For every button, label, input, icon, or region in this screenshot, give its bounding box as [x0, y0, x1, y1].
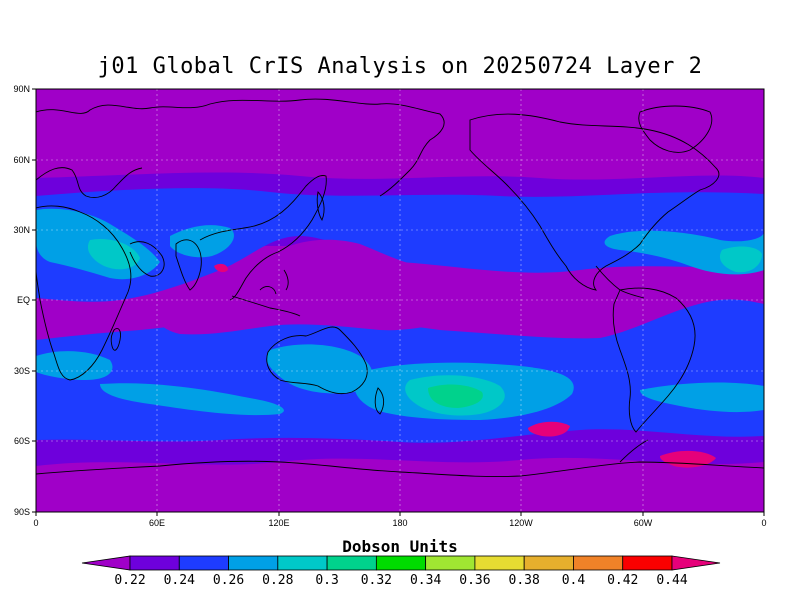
graticule: [36, 89, 764, 512]
colorbar-swatch: [622, 555, 673, 571]
coast-eurasia: [36, 98, 445, 197]
field-lightblue-south-indian: [100, 383, 284, 416]
colorbar-swatch: [474, 555, 525, 571]
field-lightblue-south-atlantic: [640, 382, 764, 413]
colorbar-tick-label: 0.34: [410, 573, 441, 588]
colorbar-swatch: [277, 555, 328, 571]
coast-arabia: [129, 241, 165, 277]
lon-label-60e: 60E: [149, 518, 165, 528]
colorbar-swatch: [425, 555, 476, 571]
colorbar-min-arrow: [81, 555, 131, 571]
lon-label-180: 180: [392, 518, 407, 528]
colorbar-swatch: [326, 555, 377, 571]
field-cyan-sahara: [87, 238, 140, 270]
coast-south-america: [612, 287, 696, 433]
lon-labels: 0 60E 120E 180 120W 60W 0: [33, 518, 766, 528]
coast-madagascar: [110, 328, 121, 351]
colorbar-swatch: [375, 555, 427, 571]
colorbar: 0.22 0.24 0.26 0.28 0.3 0.32 0.34 0.36 0.38 0.4 0.…: [81, 555, 721, 588]
lon-label-0w: 0: [33, 518, 38, 528]
lat-label-30s: 30S: [14, 366, 30, 376]
coast-east-asia: [199, 175, 327, 301]
coast-africa: [36, 205, 132, 381]
colorbar-tick-label: 0.24: [164, 573, 195, 588]
colorbar-tick-label: 0.28: [262, 573, 293, 588]
coast-australia: [266, 326, 368, 395]
lon-label-120e: 120E: [268, 518, 289, 528]
lon-label-0e: 0: [761, 518, 766, 528]
coast-new-zealand: [374, 387, 385, 415]
colorbar-tick-label: 0.38: [509, 573, 540, 588]
colorbar-tick-label: 0.22: [114, 573, 145, 588]
field-pink-antarctic-east: [660, 450, 716, 468]
lat-labels: 90N 60N 30N EQ 30S 60S 90S: [13, 84, 30, 517]
colorbar-title: Dobson Units: [342, 537, 458, 556]
field-lightblue-australia: [266, 344, 373, 394]
lat-label-90n: 90N: [13, 84, 30, 94]
lon-label-60w: 60W: [634, 518, 653, 528]
tick-marks: [32, 88, 765, 516]
field-green-core: [428, 384, 483, 408]
coast-india: [175, 239, 202, 291]
lat-label-30n: 30N: [13, 225, 30, 235]
colorbar-swatch: [573, 555, 624, 571]
colorbar-swatch: [129, 555, 180, 571]
coastlines: [36, 98, 764, 477]
colorbar-tick-label: 0.3: [315, 573, 338, 588]
colorbar-tick-label: 0.32: [361, 573, 392, 588]
colorbar-tick-label: 0.42: [607, 573, 638, 588]
lon-label-120w: 120W: [509, 518, 533, 528]
colorbar-tick-label: 0.26: [213, 573, 244, 588]
field-cyan-atlantic: [719, 246, 762, 273]
coast-indonesia: [231, 269, 301, 317]
field-pink-north: [214, 263, 228, 273]
map-title: j01 Global CrIS Analysis on 20250724 Lay…: [97, 54, 703, 79]
colorbar-swatch: [523, 555, 574, 571]
colorbar-tick-label: 0.4: [562, 573, 586, 588]
colorbar-tick-label: 0.44: [656, 573, 687, 588]
colorbar-max-arrow: [671, 555, 721, 571]
coast-antarctica: [36, 460, 764, 477]
colorbar-swatch: [178, 555, 229, 571]
coast-japan: [316, 191, 325, 221]
coast-antarctic-peninsula: [619, 439, 649, 463]
colorbar-tick-label: 0.36: [459, 573, 490, 588]
field-pink-antarctic: [528, 421, 570, 437]
lat-label-eq: EQ: [17, 295, 30, 305]
colorbar-swatch: [228, 555, 279, 571]
ozone-field: [36, 89, 764, 512]
coast-greenland: [638, 105, 713, 153]
coast-europe: [36, 167, 143, 198]
lat-label-90s: 90S: [14, 507, 30, 517]
lat-label-60s: 60S: [14, 436, 30, 446]
lat-label-60n: 60N: [13, 155, 30, 165]
field-purple-eq-west: [150, 239, 500, 335]
